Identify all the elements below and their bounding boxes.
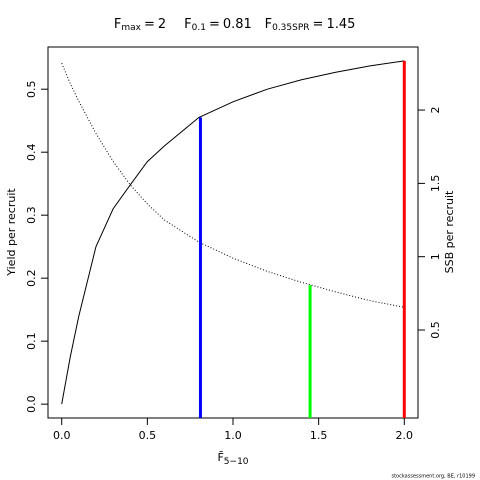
x-tick-label: 1.5 <box>310 429 328 442</box>
title-value: 2 <box>158 17 166 32</box>
x-label-symbol: F̄ <box>217 451 223 464</box>
title-item: F0.35SPR = 1.45 <box>265 17 356 33</box>
y-tick-label: 0.0 <box>25 395 38 413</box>
series-line <box>61 62 405 308</box>
title-symbol: F <box>184 17 191 32</box>
y-tick-label: 0.1 <box>25 332 38 350</box>
x-axis-label: F̄5−10 <box>217 451 248 467</box>
x-tick-label: 0.5 <box>139 429 157 442</box>
y-tick-label: 0.2 <box>25 269 38 287</box>
x-tick-label: 1.0 <box>224 429 242 442</box>
title-subscript: 0.1 <box>192 23 206 33</box>
y2-tick-label: 2 <box>429 107 442 114</box>
title-symbol: F <box>114 17 121 32</box>
title-equals: = <box>209 17 220 32</box>
y2-axis-label: SSB per recruit <box>443 190 456 273</box>
title-equals: = <box>144 17 155 32</box>
x-tick-label: 0.0 <box>53 429 71 442</box>
y2-tick-label: 0.5 <box>429 321 442 339</box>
y-tick-label: 0.3 <box>25 206 38 224</box>
title-item: Fmax = 2 <box>114 17 166 33</box>
title-value: 0.81 <box>223 17 252 32</box>
title-subscript: max <box>121 23 141 33</box>
title-item: F0.1 = 0.81 <box>184 17 252 33</box>
title-equals: = <box>313 17 324 32</box>
y2-tick-label: 1 <box>429 253 442 260</box>
plot-frame <box>47 46 419 419</box>
y-axis-label: Yield per recruit <box>5 188 18 277</box>
x-label-subscript: 5−10 <box>224 457 249 467</box>
title-symbol: F <box>265 17 272 32</box>
y-tick-label: 0.5 <box>25 80 38 98</box>
y2-tick-label: 1.5 <box>429 175 442 193</box>
title-subscript: 0.35SPR <box>272 23 309 33</box>
footer: stockassessment.org, BE, r10199 <box>391 474 475 480</box>
y-tick-label: 0.4 <box>25 143 38 161</box>
series-line <box>61 60 405 405</box>
title-value: 1.45 <box>326 17 355 32</box>
x-tick-label: 2.0 <box>396 429 414 442</box>
